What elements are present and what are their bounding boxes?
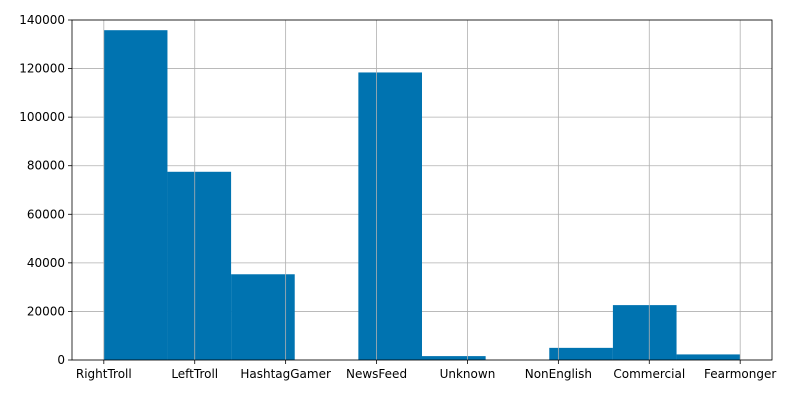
- x-tick-label: LeftTroll: [171, 367, 218, 381]
- axes-layer: [68, 19, 773, 364]
- vertical-grid-layer: [103, 20, 741, 360]
- labels-layer: 0 20000 40000 60000 80000 100000 120000 140000 R…: [19, 13, 776, 381]
- y-tick-label: 120000: [19, 62, 65, 76]
- y-tick-label: 100000: [19, 110, 65, 124]
- y-tick-label: 20000: [27, 304, 65, 318]
- x-tick-label: HashtagGamer: [240, 367, 331, 381]
- x-tick-label: Commercial: [613, 367, 685, 381]
- x-tick-label: RightTroll: [76, 367, 132, 381]
- x-tick-label: Unknown: [440, 367, 496, 381]
- x-tick-label: NewsFeed: [346, 367, 407, 381]
- y-tick-label: 0: [57, 353, 65, 367]
- y-tick-label: 40000: [27, 256, 65, 270]
- x-tick-label: Fearmonger: [704, 367, 776, 381]
- histogram-bar: [422, 356, 486, 360]
- histogram-bar: [676, 354, 741, 360]
- y-tick-label: 140000: [19, 13, 65, 27]
- y-tick-label: 80000: [27, 159, 65, 173]
- bars-layer: [103, 30, 741, 360]
- histogram-bar: [103, 30, 168, 360]
- plot-frame: [71, 19, 773, 361]
- histogram-bar: [612, 305, 677, 360]
- x-tick-label: NonEnglish: [525, 367, 592, 381]
- histogram-bar: [358, 72, 422, 360]
- histogram-bar: [231, 274, 295, 360]
- histogram-bar: [167, 171, 232, 360]
- histogram-bar: [549, 347, 613, 360]
- y-tick-label: 60000: [27, 207, 65, 221]
